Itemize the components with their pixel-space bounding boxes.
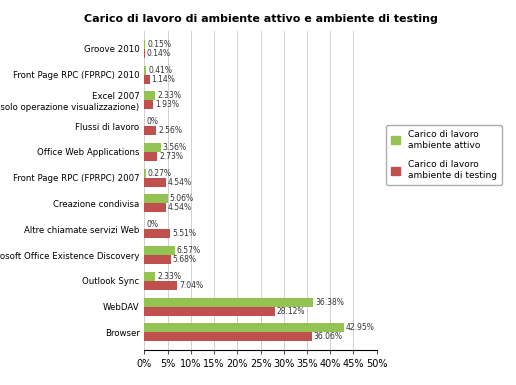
- Text: 28.12%: 28.12%: [277, 306, 305, 316]
- Text: 0%: 0%: [147, 220, 158, 229]
- Text: 4.54%: 4.54%: [167, 203, 191, 213]
- Bar: [144, 100, 153, 109]
- Text: 5.51%: 5.51%: [172, 229, 196, 238]
- Bar: [144, 272, 155, 281]
- Text: 2.33%: 2.33%: [157, 91, 181, 100]
- Bar: [144, 194, 168, 203]
- Text: 2.56%: 2.56%: [158, 126, 182, 135]
- Bar: [144, 323, 344, 332]
- Bar: [144, 229, 170, 238]
- Text: 3.56%: 3.56%: [163, 143, 187, 152]
- Text: 0.15%: 0.15%: [147, 40, 171, 49]
- Bar: [144, 298, 313, 306]
- Bar: [144, 203, 166, 213]
- Text: 36.38%: 36.38%: [315, 298, 344, 306]
- Text: 0.41%: 0.41%: [148, 65, 172, 75]
- Text: 5.06%: 5.06%: [170, 194, 194, 203]
- Bar: [144, 169, 146, 178]
- Text: 42.95%: 42.95%: [346, 323, 375, 332]
- Text: 5.68%: 5.68%: [173, 255, 197, 264]
- Title: Carico di lavoro di ambiente attivo e ambiente di testing: Carico di lavoro di ambiente attivo e am…: [84, 15, 438, 25]
- Bar: [144, 126, 156, 135]
- Text: 36.06%: 36.06%: [314, 332, 343, 341]
- Bar: [144, 65, 147, 75]
- Bar: [144, 178, 166, 187]
- Bar: [144, 255, 171, 264]
- Text: 4.54%: 4.54%: [167, 178, 191, 187]
- Bar: [144, 152, 157, 161]
- Text: 1.93%: 1.93%: [155, 100, 179, 109]
- Text: 2.73%: 2.73%: [159, 152, 183, 161]
- Bar: [144, 246, 175, 255]
- Text: 1.14%: 1.14%: [152, 75, 175, 84]
- Bar: [144, 332, 312, 341]
- Text: 7.04%: 7.04%: [179, 281, 203, 290]
- Text: 0.14%: 0.14%: [147, 49, 171, 58]
- Text: 0%: 0%: [147, 117, 158, 126]
- Text: 2.33%: 2.33%: [157, 272, 181, 281]
- Bar: [144, 306, 275, 316]
- Bar: [144, 75, 150, 84]
- Bar: [144, 143, 161, 152]
- Bar: [144, 40, 145, 49]
- Bar: [144, 49, 145, 58]
- Bar: [144, 281, 177, 290]
- Bar: [144, 91, 155, 100]
- Text: 0.27%: 0.27%: [148, 169, 172, 178]
- Text: 6.57%: 6.57%: [177, 246, 201, 255]
- Legend: Carico di lavoro
ambiente attivo, Carico di lavoro
ambiente di testing: Carico di lavoro ambiente attivo, Carico…: [386, 125, 502, 185]
